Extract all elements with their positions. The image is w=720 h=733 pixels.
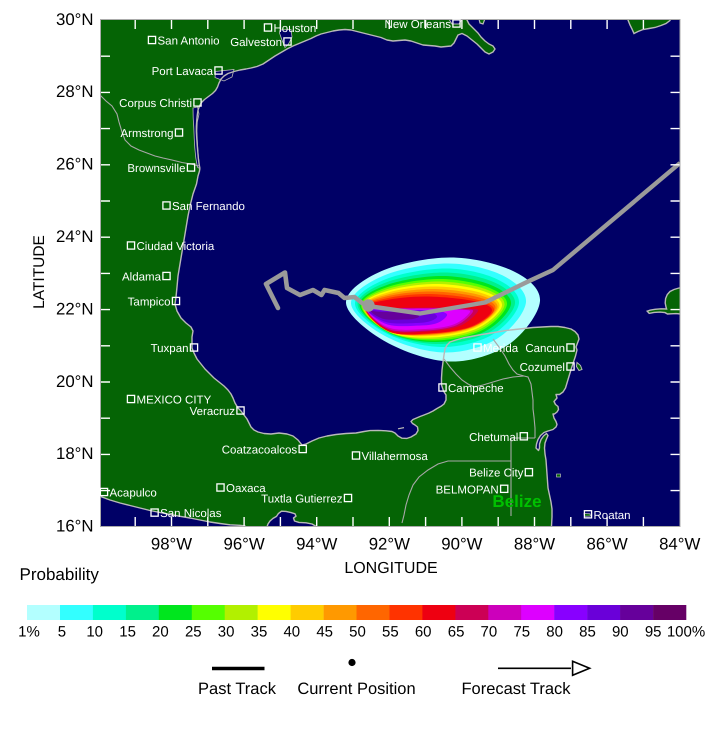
svg-text:Campeche: Campeche [448,383,504,395]
svg-text:90°W: 90°W [441,535,482,554]
svg-text:Chetumal: Chetumal [469,432,518,444]
svg-text:Belize: Belize [492,492,541,511]
svg-text:LONGITUDE: LONGITUDE [344,560,437,577]
svg-text:Roatan: Roatan [594,510,631,522]
svg-text:30: 30 [218,624,235,641]
svg-text:Ciudad Victoria: Ciudad Victoria [137,241,215,253]
svg-text:Armstrong: Armstrong [120,128,173,140]
svg-text:95: 95 [645,624,662,641]
svg-text:30°N: 30°N [56,10,94,29]
svg-text:55: 55 [382,624,399,641]
svg-text:75: 75 [513,624,530,641]
svg-text:100%: 100% [667,624,705,641]
svg-text:5: 5 [58,624,66,641]
svg-text:22°N: 22°N [56,299,94,318]
svg-text:96°W: 96°W [223,535,264,554]
svg-text:Tuxtla Gutierrez: Tuxtla Gutierrez [261,494,343,506]
svg-text:65: 65 [448,624,465,641]
svg-text:20: 20 [152,624,169,641]
svg-text:San Fernando: San Fernando [172,201,245,213]
svg-text:Port Lavaca: Port Lavaca [152,66,214,78]
svg-text:25: 25 [185,624,202,641]
svg-text:Cancun: Cancun [525,343,565,355]
svg-text:Brownsville: Brownsville [127,163,185,175]
svg-text:28°N: 28°N [56,82,94,101]
svg-text:Current Position: Current Position [297,680,415,698]
svg-text:70: 70 [481,624,498,641]
svg-text:16°N: 16°N [56,517,94,536]
svg-text:LATITUDE: LATITUDE [31,235,48,309]
svg-text:90: 90 [612,624,629,641]
svg-text:Past Track: Past Track [198,680,277,698]
svg-text:Houston: Houston [274,23,317,35]
svg-text:San Antonio: San Antonio [158,36,220,48]
svg-text:26°N: 26°N [56,155,94,174]
svg-text:Tuxpan: Tuxpan [151,343,189,355]
svg-text:60: 60 [415,624,432,641]
svg-text:Coatzacoalcos: Coatzacoalcos [222,445,298,457]
svg-text:50: 50 [349,624,366,641]
svg-text:45: 45 [316,624,333,641]
svg-text:MEXICO CITY: MEXICO CITY [137,395,212,407]
svg-text:94°W: 94°W [296,535,337,554]
svg-text:Aldama: Aldama [122,272,162,284]
svg-text:18°N: 18°N [56,444,94,463]
svg-text:20°N: 20°N [56,372,94,391]
svg-text:35: 35 [251,624,268,641]
svg-text:Galveston: Galveston [230,37,282,49]
svg-text:92°W: 92°W [369,535,410,554]
svg-text:Corpus Christi: Corpus Christi [119,98,192,110]
svg-text:10: 10 [86,624,103,641]
svg-text:BELMOPAN: BELMOPAN [436,484,499,496]
svg-text:Probability: Probability [20,565,100,584]
svg-text:Tampico: Tampico [128,297,171,309]
svg-text:Oaxaca: Oaxaca [226,483,266,495]
svg-text:Forecast Track: Forecast Track [461,680,571,698]
svg-text:88°W: 88°W [514,535,555,554]
svg-text:86°W: 86°W [586,535,627,554]
svg-text:85: 85 [579,624,596,641]
svg-text:24°N: 24°N [56,227,94,246]
svg-text:1%: 1% [18,624,40,641]
svg-text:Merida: Merida [483,343,519,355]
svg-text:98°W: 98°W [151,535,192,554]
svg-text:40: 40 [283,624,300,641]
svg-text:Veracruz: Veracruz [190,406,236,418]
svg-text:New Orleans: New Orleans [385,19,452,31]
svg-text:Villahermosa: Villahermosa [362,451,429,463]
svg-text:Cozumel: Cozumel [520,362,565,374]
svg-text:Belize City: Belize City [469,468,524,480]
svg-text:15: 15 [119,624,136,641]
svg-text:Acapulco: Acapulco [110,488,157,500]
svg-text:80: 80 [546,624,563,641]
svg-text:San Nicolas: San Nicolas [160,508,222,520]
svg-text:84°W: 84°W [659,535,700,554]
